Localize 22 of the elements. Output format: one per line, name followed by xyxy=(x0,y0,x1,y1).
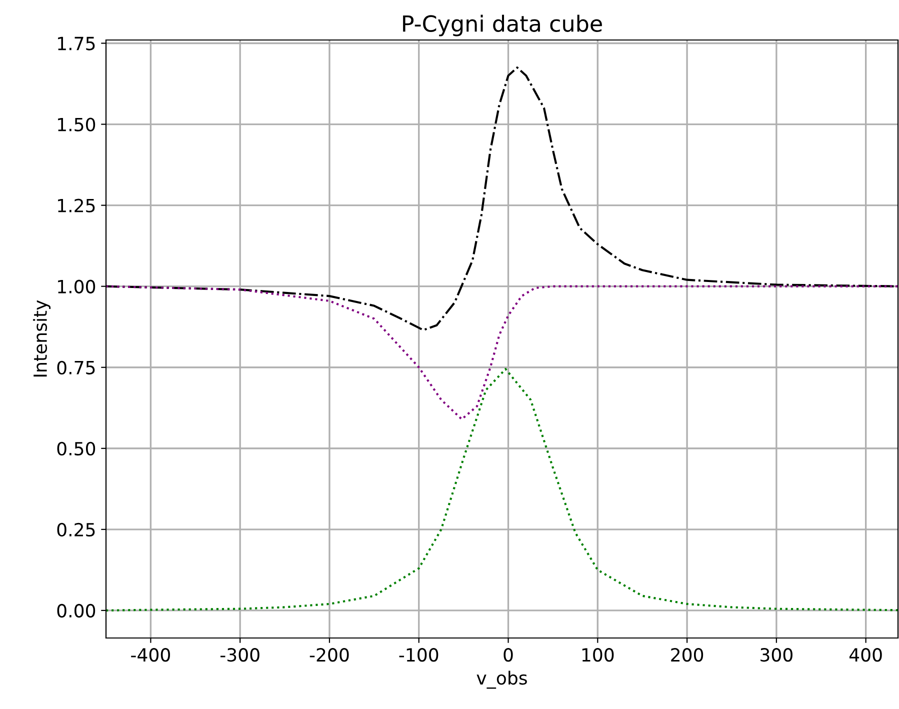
y-tick-label: 0.00 xyxy=(57,604,96,618)
y-tick-label: 1.00 xyxy=(58,280,96,294)
x-tick-label: 300 xyxy=(760,648,792,662)
y-tick-label: 1.75 xyxy=(58,36,95,50)
x-tick-label: -300 xyxy=(220,648,260,662)
y-tick-label: 0.75 xyxy=(57,360,95,374)
y-axis-title: Intensity xyxy=(33,300,51,377)
y-tick-label: 0.50 xyxy=(57,442,96,456)
x-tick-label: -400 xyxy=(131,648,170,662)
y-tick-label: 1.50 xyxy=(58,118,96,132)
line-series xyxy=(106,368,898,612)
line-series xyxy=(106,285,898,420)
y-tick-label: 0.25 xyxy=(57,522,95,537)
x-tick-label: 200 xyxy=(671,648,704,662)
x-tick-label: -100 xyxy=(399,648,438,662)
x-tick-label: 0 xyxy=(504,648,513,662)
chart-title: P-Cygni data cube xyxy=(403,14,602,36)
x-tick-label: -200 xyxy=(310,648,349,662)
x-tick-label: 100 xyxy=(582,648,614,662)
x-tick-label: 400 xyxy=(849,648,882,662)
x-axis-title: v_obs xyxy=(476,670,527,689)
y-tick-label: 1.25 xyxy=(58,198,95,212)
